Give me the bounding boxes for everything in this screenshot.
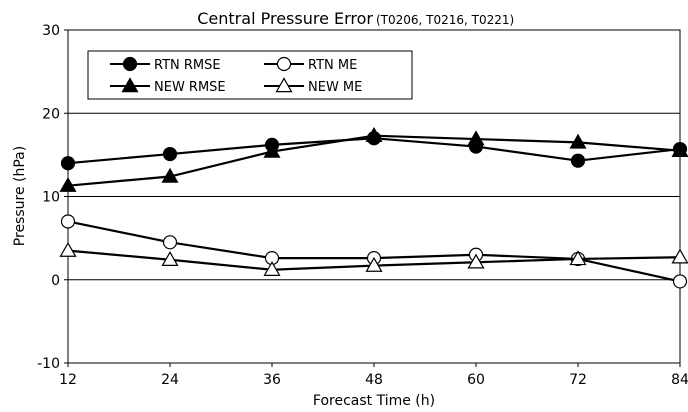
legend-label: RTN ME (308, 58, 357, 73)
data-point-new-rmse (467, 130, 485, 146)
x-tick-label: 72 (569, 372, 587, 388)
legend-label: NEW RMSE (154, 80, 226, 95)
chart-title-subtitle: (T0206, T0216, T0221) (376, 13, 514, 27)
data-point-rtn-me (672, 274, 688, 289)
data-point-new-rmse (569, 133, 587, 149)
series-new-rmse (59, 127, 688, 192)
legend-marker-rtn-me (276, 56, 292, 72)
data-point-new-rmse (59, 176, 77, 192)
x-tick-label: 24 (161, 372, 179, 388)
data-point-new-me (161, 251, 179, 266)
legend: RTN RMSE RTN ME NEW RMSE NEW ME (87, 50, 413, 100)
y-tick-label: 30 (42, 23, 60, 39)
data-point-new-me (467, 253, 485, 269)
data-point-rtn-me (162, 235, 178, 250)
data-point-new-rmse (161, 167, 179, 183)
data-point-new-rmse (365, 127, 383, 142)
y-tick-label: 20 (42, 106, 60, 122)
legend-box (87, 50, 413, 100)
legend-label: RTN RMSE (154, 58, 221, 73)
data-point-new-me (365, 256, 383, 272)
series-rtn-me (60, 214, 688, 289)
y-tick-label: 0 (51, 273, 60, 289)
data-point-new-me (263, 261, 281, 276)
x-tick-label: 36 (263, 372, 281, 388)
y-tick-label: -10 (37, 356, 60, 372)
y-tick-label: 10 (42, 190, 60, 206)
grid-lines (68, 112, 680, 281)
data-point-rtn-rmse (60, 156, 76, 171)
data-point-new-me (569, 250, 587, 266)
x-tick-label: 48 (365, 372, 383, 388)
data-point-rtn-me (60, 214, 76, 229)
x-axis-ticks: 12 24 36 48 60 72 84 (59, 363, 688, 388)
chart-title-main: Central Pressure Error (197, 9, 373, 28)
data-point-rtn-rmse (162, 146, 178, 162)
data-point-new-me (671, 248, 688, 264)
data-point-new-me (59, 241, 77, 257)
legend-marker-new-me (275, 77, 293, 93)
data-point-new-rmse (263, 142, 281, 158)
data-point-rtn-rmse (570, 153, 586, 168)
chart-title: Central Pressure Error (T0206, T0216, T0… (197, 9, 514, 28)
y-axis-label: Pressure (hPa) (12, 146, 28, 246)
y-axis-ticks: -10 0 10 20 30 (37, 23, 68, 372)
series-layer (59, 127, 688, 289)
legend-marker-new-rmse (121, 77, 139, 93)
legend-item-new-me: NEW ME (264, 77, 362, 95)
data-point-new-rmse (671, 142, 688, 157)
x-tick-label: 60 (467, 372, 485, 388)
x-tick-label: 12 (59, 372, 77, 388)
legend-marker-rtn-rmse (122, 56, 138, 72)
x-axis-label: Forecast Time (h) (313, 393, 435, 409)
legend-item-new-rmse: NEW RMSE (110, 77, 226, 95)
legend-item-rtn-me: RTN ME (264, 56, 357, 73)
x-tick-label: 84 (671, 372, 688, 388)
legend-item-rtn-rmse: RTN RMSE (110, 56, 221, 73)
legend-label: NEW ME (308, 80, 362, 95)
series-new-me (59, 241, 688, 276)
